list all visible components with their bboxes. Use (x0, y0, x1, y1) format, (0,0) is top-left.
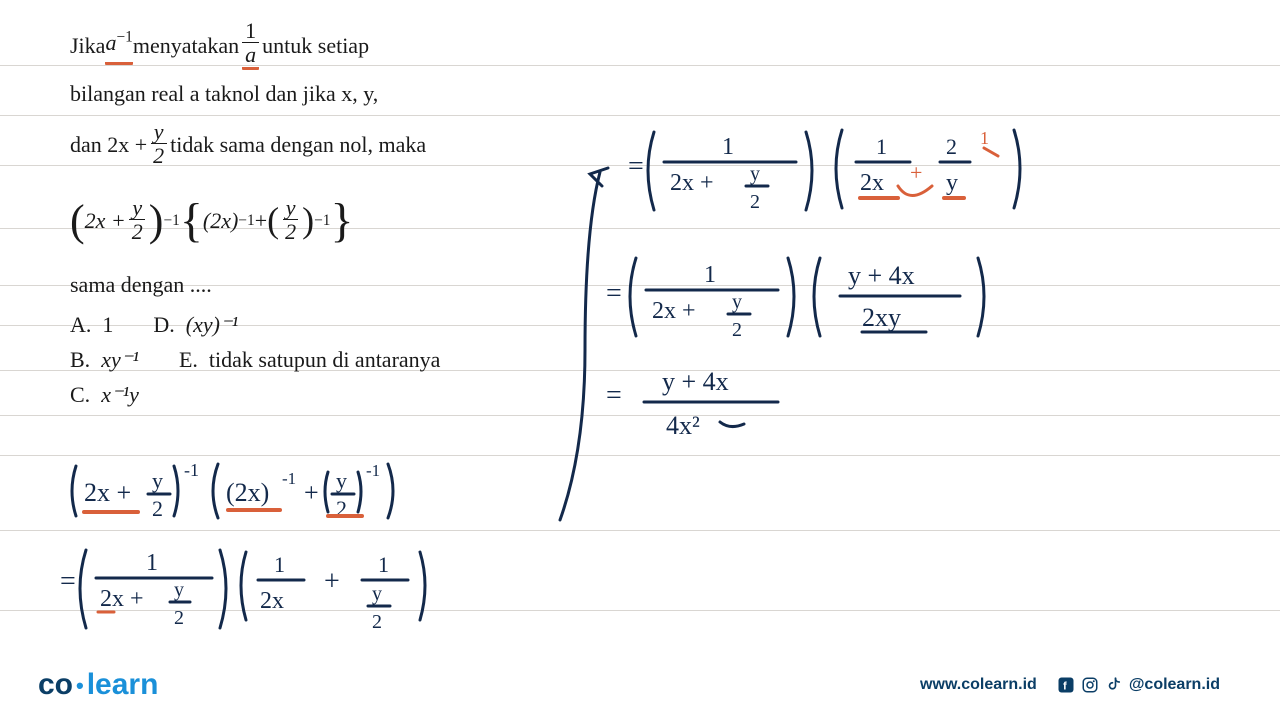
sup: −1 (238, 209, 254, 234)
logo: co•learn (38, 668, 158, 702)
sup: −1 (163, 209, 179, 234)
footer-handle: @colearn.id (1129, 676, 1220, 694)
fraction: y 2 (129, 197, 146, 244)
paren: ) (302, 192, 314, 250)
option-b: B. xy⁻¹ (70, 342, 139, 377)
text: (2x) (203, 203, 238, 238)
svg-text:2x: 2x (860, 170, 884, 196)
num: y (129, 197, 145, 220)
num: y (283, 197, 299, 220)
fraction: y 2 (282, 197, 299, 244)
footer-right: www.colearn.id f @colearn.id (920, 676, 1220, 694)
handwriting-line-2: = 1 2x + y 2 1 2x + 1 y 2 (60, 540, 480, 645)
svg-text:-1: -1 (184, 460, 199, 480)
svg-text:2: 2 (174, 607, 184, 629)
text: dan 2x + (70, 127, 147, 162)
den: 2 (150, 144, 167, 168)
svg-text:1: 1 (876, 134, 887, 159)
svg-text:2xy: 2xy (862, 303, 901, 332)
svg-text:2: 2 (750, 191, 760, 213)
text: untuk setiap (262, 28, 369, 63)
footer-url: www.colearn.id (920, 676, 1037, 694)
svg-text:-1: -1 (282, 469, 296, 488)
svg-text:1: 1 (704, 262, 716, 288)
svg-text:2: 2 (946, 134, 957, 159)
text: tidak sama dengan nol, maka (170, 127, 426, 162)
handwriting-arrow (430, 150, 630, 535)
svg-text:+: + (304, 478, 319, 507)
svg-text:1: 1 (274, 552, 285, 577)
svg-text:1: 1 (378, 552, 389, 577)
svg-text:1: 1 (980, 128, 989, 148)
svg-text:2: 2 (732, 319, 742, 341)
svg-text:+: + (324, 566, 340, 597)
svg-text:y: y (750, 163, 760, 185)
paren: ( (70, 186, 85, 256)
den: a (242, 43, 259, 70)
logo-dot: • (73, 673, 87, 698)
svg-text:-1: -1 (366, 461, 380, 480)
num: y (151, 121, 167, 144)
den: 2 (129, 220, 146, 244)
svg-text:1: 1 (722, 134, 734, 160)
text: 2x + (85, 203, 126, 238)
fraction-one-over-a: 1 a (242, 20, 259, 70)
var-a: a (105, 30, 116, 55)
curly-close: } (331, 183, 354, 260)
tiktok-icon (1105, 676, 1123, 694)
svg-text:2x +: 2x + (652, 298, 696, 324)
handwriting-line-3: = 1 2x + y 2 1 2x 2 y + 1 (610, 120, 1200, 235)
svg-text:+: + (910, 160, 922, 185)
svg-text:2x: 2x (260, 588, 284, 614)
svg-text:f: f (1063, 681, 1067, 693)
svg-text:1: 1 (146, 550, 158, 576)
option-e: E. tidak satupun di antaranya (179, 342, 441, 377)
svg-text:2: 2 (152, 496, 163, 521)
svg-text:(2x): (2x) (226, 478, 269, 507)
svg-text:=: = (628, 151, 644, 182)
svg-text:2x +: 2x + (670, 170, 714, 196)
svg-text:y: y (152, 468, 163, 493)
den: 2 (282, 220, 299, 244)
curly-open: { (180, 183, 203, 260)
option-c: C. x⁻¹y (70, 377, 139, 412)
question-line-2: bilangan real a taknol dan jika x, y, (70, 76, 1220, 111)
sup: −1 (314, 209, 330, 234)
logo-co: co (38, 668, 73, 701)
svg-text:2x +: 2x + (84, 478, 131, 507)
sup: −1 (116, 29, 132, 46)
text: + (255, 203, 267, 238)
svg-text:y + 4x: y + 4x (848, 261, 915, 290)
svg-text:y: y (174, 579, 184, 601)
facebook-icon: f (1057, 676, 1075, 694)
logo-learn: learn (87, 668, 159, 701)
svg-text:y + 4x: y + 4x (662, 367, 729, 396)
footer: co•learn www.colearn.id f @colearn.id (0, 668, 1280, 702)
fraction-y-2: y 2 (150, 121, 167, 168)
svg-text:4x²: 4x² (666, 411, 700, 440)
option-a: A. 1 (70, 307, 113, 342)
svg-text:y: y (732, 291, 742, 313)
paren: ) (149, 186, 164, 256)
handwriting-line-1: 2x + y 2 -1 (2x) -1 + y 2 -1 (66, 454, 466, 534)
option-d: D. (xy)⁻¹ (153, 307, 238, 342)
handwriting-line-5: = y + 4x 4x² (600, 360, 860, 450)
question-line-1: Jika a−1 menyatakan 1 a untuk setiap (70, 20, 1220, 70)
svg-text:y: y (336, 468, 347, 493)
svg-text:2: 2 (372, 611, 382, 633)
text: menyatakan (133, 28, 239, 63)
text: Jika (70, 28, 105, 63)
svg-text:y: y (372, 583, 382, 605)
svg-text:=: = (60, 566, 76, 597)
num: 1 (242, 20, 259, 43)
paren: ( (267, 192, 279, 250)
svg-text:2x +: 2x + (100, 586, 144, 612)
svg-text:y: y (946, 170, 958, 196)
handwriting-line-4: = 1 2x + y 2 y + 4x 2xy (600, 248, 1160, 353)
a-inverse: a−1 (105, 25, 132, 65)
instagram-icon (1081, 676, 1099, 694)
